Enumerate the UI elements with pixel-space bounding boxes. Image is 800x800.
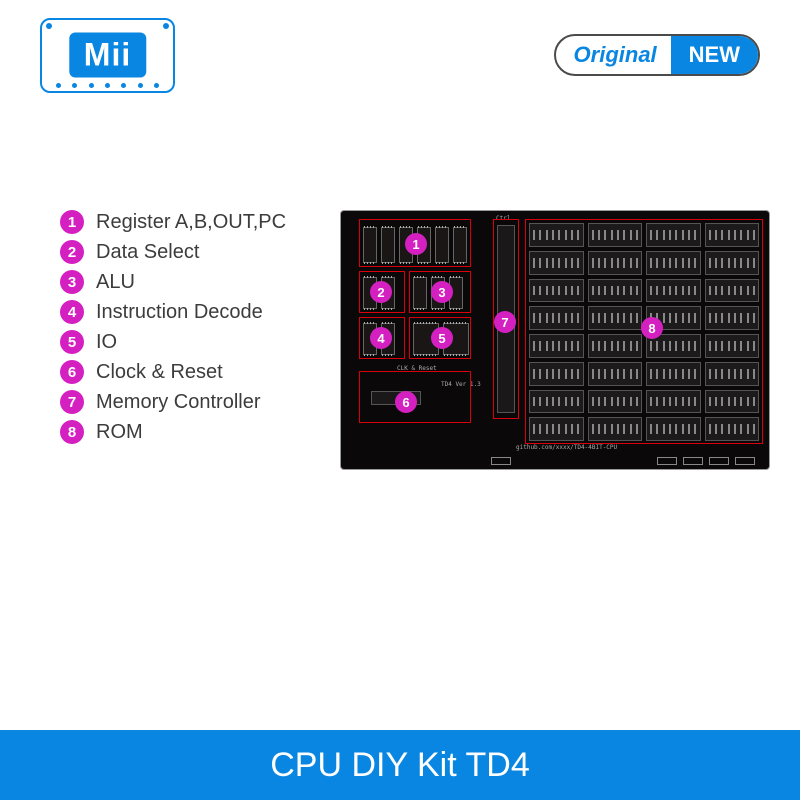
logo: Mii bbox=[40, 18, 175, 93]
pcb-board: Ctrl CLK & Reset TD4 Ver 1.3 bbox=[340, 210, 770, 470]
legend-label: ROM bbox=[96, 421, 143, 444]
legend-num: 2 bbox=[60, 240, 84, 264]
mark-4: 4 bbox=[370, 327, 392, 349]
legend-num: 3 bbox=[60, 270, 84, 294]
legend-num: 8 bbox=[60, 420, 84, 444]
mark-6: 6 bbox=[395, 391, 417, 413]
legend-label: IO bbox=[96, 331, 117, 354]
legend-label: ALU bbox=[96, 271, 135, 294]
legend-num: 7 bbox=[60, 390, 84, 414]
legend-item: 7 Memory Controller bbox=[60, 390, 320, 414]
legend-item: 2 Data Select bbox=[60, 240, 320, 264]
mark-2: 2 bbox=[370, 281, 392, 303]
legend-item: 6 Clock & Reset bbox=[60, 360, 320, 384]
logo-text: Mii bbox=[69, 33, 146, 78]
legend-item: 3 ALU bbox=[60, 270, 320, 294]
mark-8: 8 bbox=[641, 317, 663, 339]
badge-original: Original bbox=[556, 42, 671, 68]
mark-3: 3 bbox=[431, 281, 453, 303]
header: Mii Original NEW bbox=[0, 0, 800, 110]
legend-item: 5 IO bbox=[60, 330, 320, 354]
legend-label: Register A,B,OUT,PC bbox=[96, 211, 286, 234]
legend-item: 4 Instruction Decode bbox=[60, 300, 320, 324]
main-content: 1 Register A,B,OUT,PC 2 Data Select 3 ALU 4 Ins… bbox=[0, 110, 800, 470]
legend-label: Data Select bbox=[96, 241, 199, 264]
mark-1: 1 bbox=[405, 233, 427, 255]
board-wrap: Ctrl CLK & Reset TD4 Ver 1.3 bbox=[340, 210, 770, 470]
badge: Original NEW bbox=[554, 34, 760, 76]
mark-5: 5 bbox=[431, 327, 453, 349]
legend-label: Instruction Decode bbox=[96, 301, 263, 324]
legend-label: Clock & Reset bbox=[96, 361, 223, 384]
legend-num: 6 bbox=[60, 360, 84, 384]
legend-item: 8 ROM bbox=[60, 420, 320, 444]
legend-num: 1 bbox=[60, 210, 84, 234]
badge-new: NEW bbox=[671, 36, 758, 74]
label-url: github.com/xxxx/TD4-4BIT-CPU bbox=[516, 444, 617, 451]
footer-title: CPU DIY Kit TD4 bbox=[270, 746, 529, 785]
footer: CPU DIY Kit TD4 bbox=[0, 730, 800, 800]
legend-item: 1 Register A,B,OUT,PC bbox=[60, 210, 320, 234]
legend-num: 4 bbox=[60, 300, 84, 324]
legend-label: Memory Controller bbox=[96, 391, 260, 414]
legend-num: 5 bbox=[60, 330, 84, 354]
mark-7: 7 bbox=[494, 311, 516, 333]
legend: 1 Register A,B,OUT,PC 2 Data Select 3 ALU 4 Ins… bbox=[60, 210, 320, 470]
